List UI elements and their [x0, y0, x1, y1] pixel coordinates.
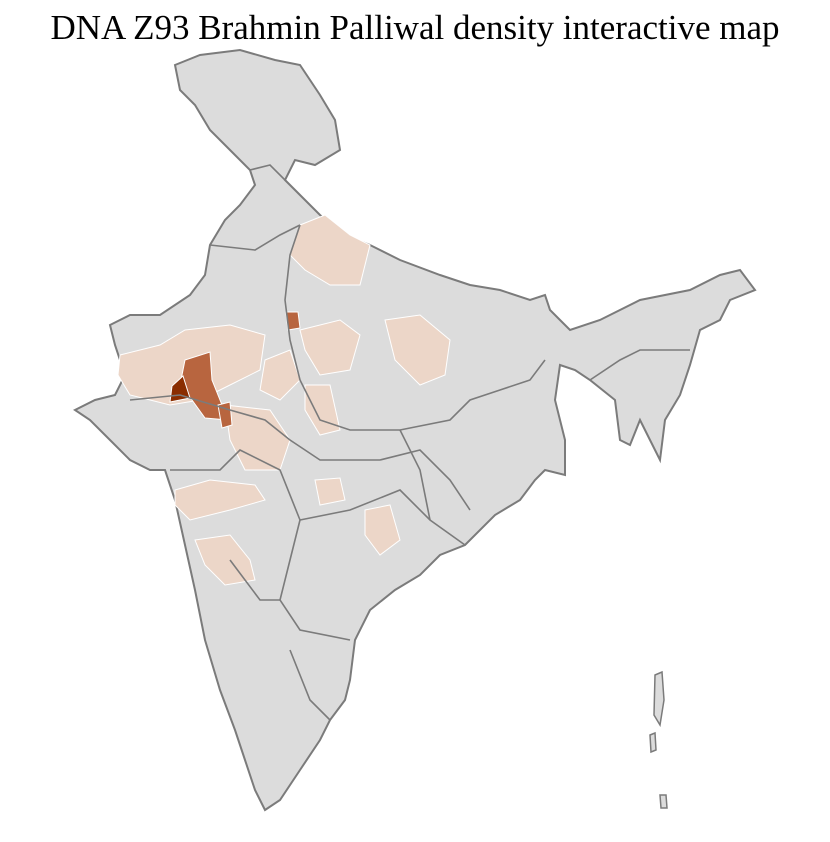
state-borders: [129, 164, 690, 721]
map-title: DNA Z93 Brahmin Palliwal density interac…: [50, 8, 780, 47]
india-outline[interactable]: [73, 48, 757, 812]
andaman-islands[interactable]: [649, 670, 668, 809]
